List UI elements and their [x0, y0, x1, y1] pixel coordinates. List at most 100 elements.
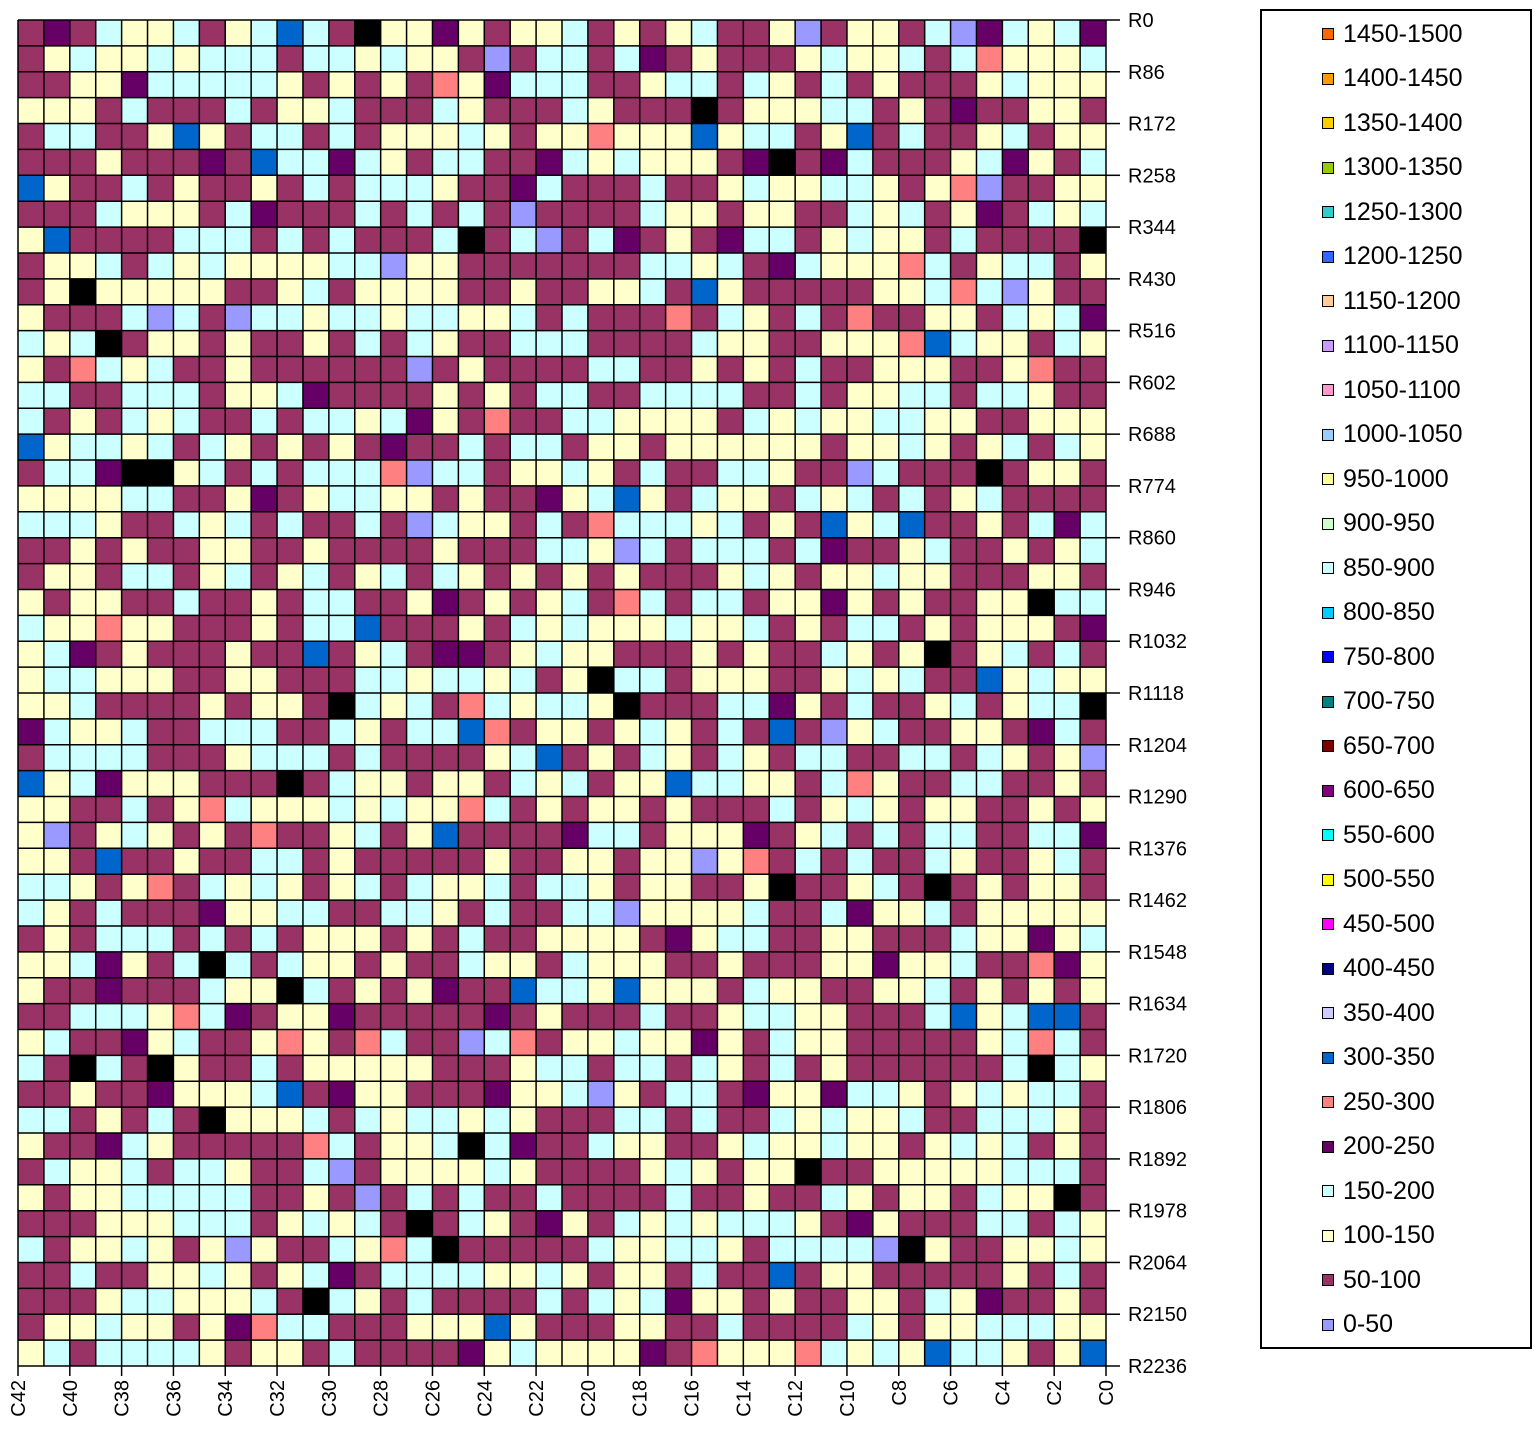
- contour-cell: [613, 848, 641, 875]
- contour-cell: [432, 408, 459, 435]
- contour-cell: [898, 175, 926, 202]
- contour-cell: [1080, 900, 1107, 927]
- contour-cell: [536, 667, 563, 694]
- contour-cell: [43, 304, 71, 332]
- contour-cell: [872, 278, 900, 306]
- grid-lines: [17, 19, 1107, 1367]
- contour-cell: [613, 770, 641, 798]
- contour-cell: [976, 900, 1003, 927]
- contour-cell: [898, 1262, 926, 1289]
- contour-cell: [354, 951, 382, 979]
- contour-cell: [717, 460, 744, 487]
- contour-cell: [277, 874, 304, 901]
- contour-cell: [18, 1184, 45, 1212]
- contour-cell: [199, 1210, 226, 1238]
- contour-cell: [665, 149, 693, 176]
- contour-cell: [562, 97, 589, 125]
- contour-cell: [510, 1236, 537, 1263]
- contour-cell: [251, 589, 278, 616]
- contour-cell: [147, 641, 174, 668]
- contour-cell: [924, 1288, 952, 1315]
- legend-swatch: [1322, 1140, 1334, 1153]
- contour-cell: [510, 796, 537, 823]
- contour-cell: [225, 1314, 252, 1341]
- contour-cell: [432, 1003, 459, 1030]
- contour-cell: [251, 149, 278, 176]
- contour-cell: [458, 796, 485, 823]
- contour-cell: [69, 382, 97, 409]
- contour-cell: [458, 977, 485, 1005]
- contour-cell: [1080, 304, 1107, 332]
- contour-cell: [251, 460, 278, 487]
- contour-cell: [432, 718, 459, 746]
- contour-cell: [406, 149, 433, 176]
- contour-cell: [691, 511, 718, 539]
- contour-cell: [562, 537, 589, 565]
- legend-label: 1000-1050: [1343, 420, 1463, 448]
- contour-cell: [1080, 1340, 1107, 1367]
- contour-cell: [769, 1003, 796, 1030]
- contour-cell: [665, 408, 693, 435]
- contour-cell: [277, 925, 304, 953]
- contour-cell: [380, 330, 408, 357]
- contour-cell: [639, 97, 667, 125]
- contour-cell: [1002, 874, 1029, 901]
- contour-cell: [1002, 900, 1029, 927]
- contour-cell: [43, 1210, 71, 1238]
- contour-cell: [950, 537, 977, 565]
- contour-cell: [458, 434, 485, 461]
- contour-cell: [1028, 693, 1055, 720]
- contour-cell: [121, 589, 149, 616]
- contour-cell: [691, 278, 718, 306]
- contour-cell: [328, 434, 356, 461]
- contour-cell: [69, 822, 97, 849]
- contour-cell: [691, 330, 718, 357]
- contour-cell: [639, 822, 667, 849]
- y-tick-label: R946: [1128, 579, 1176, 601]
- contour-cell: [251, 641, 278, 668]
- contour-cell: [251, 278, 278, 306]
- legend-swatch: [1322, 250, 1334, 263]
- contour-cell: [795, 330, 822, 357]
- contour-cell: [510, 951, 537, 979]
- contour-cell: [1028, 408, 1055, 435]
- contour-cell: [821, 537, 848, 565]
- contour-cell: [587, 278, 615, 306]
- contour-cell: [225, 330, 252, 357]
- contour-cell: [1080, 278, 1107, 306]
- contour-cell: [821, 71, 848, 99]
- contour-cell: [562, 1262, 589, 1289]
- contour-cell: [380, 1288, 408, 1315]
- contour-cell: [225, 511, 252, 539]
- contour-cell: [277, 641, 304, 668]
- y-tick-label: R2064: [1128, 1252, 1187, 1274]
- contour-cell: [69, 408, 97, 435]
- contour-cell: [95, 874, 123, 901]
- contour-cell: [665, 460, 693, 487]
- contour-cell: [743, 718, 770, 746]
- contour-cell: [587, 1158, 615, 1186]
- contour-cell: [613, 175, 641, 202]
- contour-cell: [795, 356, 822, 383]
- contour-cell: [458, 175, 485, 202]
- contour-cell: [976, 667, 1003, 694]
- contour-cell: [225, 1107, 252, 1134]
- contour-cell: [665, 848, 693, 875]
- contour-cell: [510, 615, 537, 642]
- contour-cell: [795, 227, 822, 254]
- contour-cell: [328, 45, 356, 73]
- contour-cell: [484, 1340, 511, 1367]
- contour-cell: [18, 693, 45, 720]
- contour-cell: [43, 97, 71, 125]
- contour-cell: [976, 848, 1003, 875]
- contour-cell: [1028, 641, 1055, 668]
- contour-cell: [639, 123, 667, 150]
- contour-cell: [1002, 382, 1029, 409]
- contour-cell: [95, 434, 123, 461]
- contour-cell: [251, 537, 278, 565]
- legend-label: 950-1000: [1343, 464, 1449, 493]
- contour-cell: [1080, 330, 1107, 357]
- contour-cell: [147, 252, 174, 280]
- contour-cell: [302, 744, 330, 772]
